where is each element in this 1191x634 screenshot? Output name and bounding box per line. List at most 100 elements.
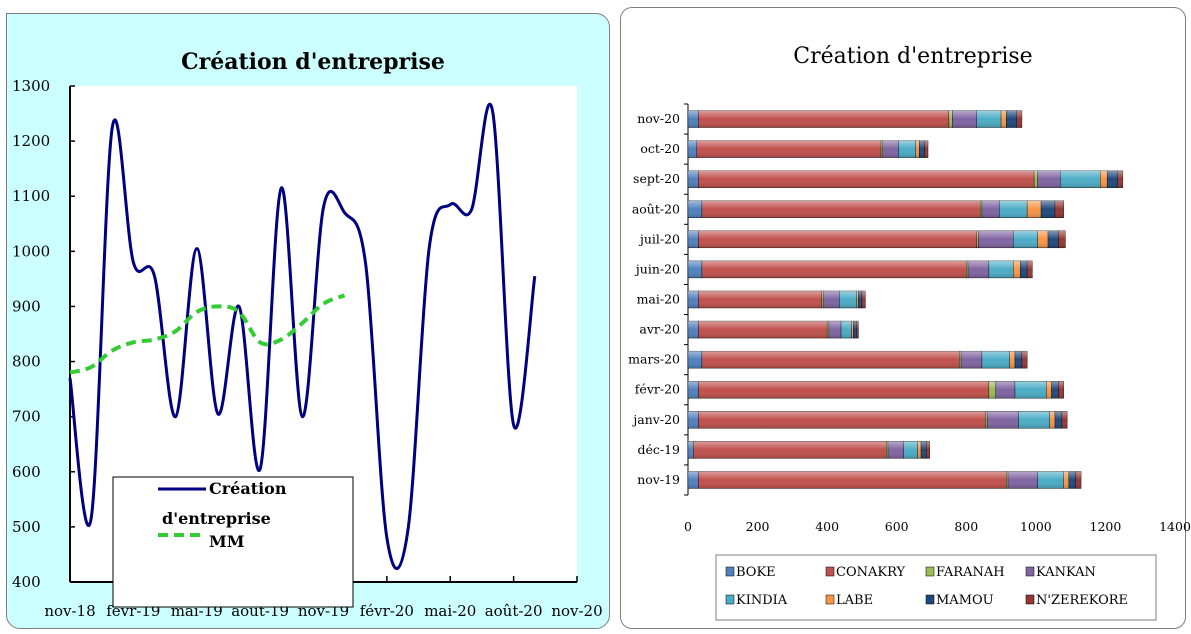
line-y-tick-label: 400: [12, 573, 41, 591]
bar-segment-shade: [1021, 351, 1028, 369]
bar-segment-labe: [856, 290, 859, 309]
bar-segment-shade: [961, 351, 982, 369]
bar-segment-mamou: [1054, 411, 1063, 429]
bar-segment-conakry: [698, 290, 823, 309]
bar-segment-labe: [915, 140, 920, 158]
bar-x-tick-label: 0: [684, 519, 692, 534]
bar-segment-nzerekore: [1016, 110, 1023, 128]
bar-segment-faranah: [1033, 170, 1038, 188]
bar-segment-nzerekore: [924, 140, 929, 158]
bar-segment-shade: [888, 441, 904, 459]
bar-segment-kankan: [887, 441, 904, 459]
bar-segment-conakry: [698, 320, 828, 339]
bar-category-label: déc-19: [637, 442, 680, 457]
line-y-tick-label: 700: [12, 408, 41, 426]
mm-series-line: [69, 293, 346, 375]
bar-category-label: nov-19: [637, 472, 680, 487]
bar-legend-box: [715, 554, 1157, 621]
bar-segment-shade: [1016, 110, 1022, 128]
bar-legend-label: KANKAN: [1036, 565, 1096, 580]
bar-segment-shade: [688, 411, 699, 429]
bar-segment-shade: [1034, 170, 1038, 188]
bar-segment-conakry: [698, 110, 950, 128]
bar-legend-swatch: [725, 566, 735, 577]
bar-segment-boke: [687, 381, 699, 399]
bar-segment-conakry: [698, 471, 1007, 489]
bar-segment-shade: [1058, 230, 1066, 248]
bar-segment-faranah: [826, 320, 830, 339]
bar-segment-labe: [1063, 471, 1070, 489]
bar-category-label: mai-20: [637, 292, 680, 307]
bar-segment-kankan: [960, 350, 983, 369]
bar-segment-boke: [687, 350, 703, 369]
bar-segment-boke: [687, 110, 699, 128]
bar-category-label: févr-20: [635, 382, 680, 397]
bar-segment-shade: [688, 291, 699, 308]
bar-x-tick-label: 1000: [1020, 519, 1052, 534]
bar-segment-shade: [688, 441, 694, 459]
bar-segment-shade: [898, 140, 916, 158]
bar-segment-labe: [1000, 110, 1007, 128]
bar-segment-shade: [924, 140, 929, 158]
bar-segment-nzerekore: [1075, 471, 1082, 489]
bar-segment-mamou: [919, 140, 925, 158]
bar-segment-nzerekore: [1058, 230, 1066, 249]
bar-legend-label: BOKE: [736, 565, 776, 580]
bar-segment-shade: [1001, 110, 1007, 128]
bar-category-label: août-20: [632, 201, 680, 216]
bar-segment-boke: [687, 230, 699, 249]
bar-segment-shade: [985, 411, 988, 429]
bar-segment-mamou: [1106, 170, 1118, 188]
bar-segment-shade: [823, 291, 840, 308]
bar-segment-shade: [851, 321, 854, 339]
bar-segment-shade: [688, 471, 699, 489]
bar-segment-kindia: [1060, 170, 1101, 188]
bar-category-label: mars-20: [628, 352, 680, 367]
bar-segment-boke: [687, 290, 699, 309]
bar-segment-boke: [687, 441, 694, 459]
bar-segment-shade: [1041, 200, 1055, 218]
bar-segment-shade: [698, 170, 1035, 188]
bar-segment-faranah: [980, 200, 983, 218]
bar-segment-shade: [978, 230, 1014, 248]
bar-segment-shade: [841, 321, 852, 339]
bar-segment-boke: [687, 170, 699, 188]
bar-segment-shade: [1037, 170, 1061, 188]
bar-legend-label: MAMOU: [936, 593, 994, 608]
bar-segment-kindia: [999, 200, 1028, 218]
bar-legend-swatch: [725, 594, 735, 605]
bar-segment-kindia: [1018, 411, 1050, 429]
line-legend-label-mm: MM: [209, 532, 244, 551]
bar-segment-shade: [917, 441, 922, 459]
bar-segment-shade: [698, 110, 949, 128]
bar-segment-shade: [1008, 471, 1038, 489]
bar-segment-faranah: [966, 260, 969, 279]
bar-segment-boke: [687, 140, 697, 158]
bar-segment-shade: [861, 291, 866, 308]
bar-segment-shade: [1018, 411, 1050, 429]
bar-segment-shade: [1037, 230, 1049, 248]
bar-segment-conakry: [701, 350, 960, 369]
bar-segment-mamou: [1068, 471, 1077, 489]
bar-segment-shade: [698, 381, 989, 399]
bar-segment-kankan: [828, 320, 842, 339]
bar-segment-mamou: [1051, 381, 1059, 399]
bar-segment-shade: [827, 321, 829, 339]
line-x-tick-label: août-20: [485, 602, 543, 620]
bar-segment-shade: [858, 291, 862, 308]
bar-segment-faranah: [976, 230, 979, 249]
bar-segment-conakry: [701, 200, 981, 218]
bar-segment-labe: [1037, 230, 1049, 249]
bar-segment-shade: [1061, 411, 1068, 429]
bar-segment-kindia: [898, 140, 917, 158]
bar-segment-shade: [693, 441, 887, 459]
bar-category-label: sept-20: [633, 171, 680, 186]
bar-segment-mamou: [920, 441, 927, 459]
bar-segment-faranah: [959, 350, 962, 369]
bar-segment-shade: [688, 200, 702, 218]
bar-segment-shade: [921, 441, 927, 459]
bar-segment-shade: [981, 200, 1000, 218]
bar-segment-shade: [1054, 411, 1062, 429]
bar-category-label: nov-20: [637, 111, 680, 126]
creation-series-line: [68, 102, 537, 571]
